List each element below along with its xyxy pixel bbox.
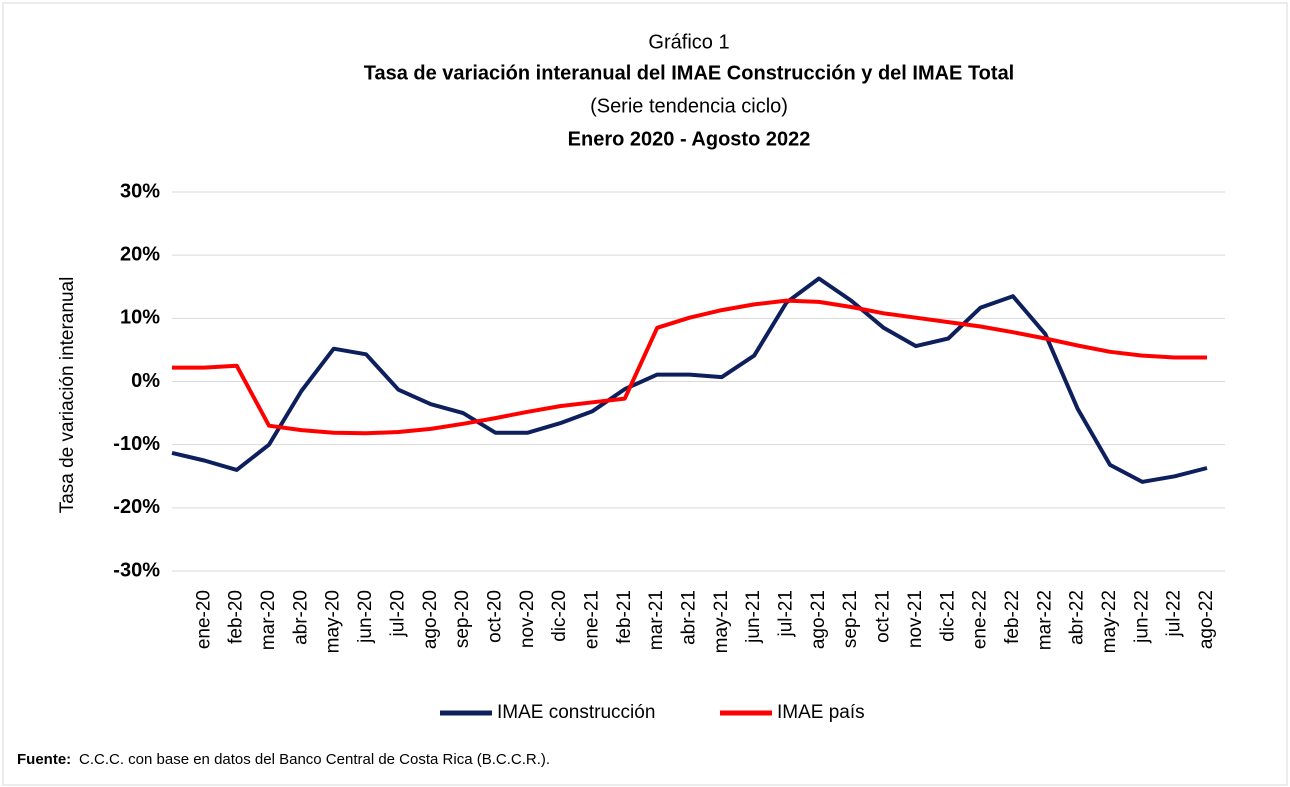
y-tick-label: 20% — [120, 243, 160, 265]
x-tick-label: oct-20 — [484, 590, 505, 643]
chart-period: Enero 2020 - Agosto 2022 — [568, 128, 811, 150]
x-tick-label: jul-20 — [387, 590, 408, 637]
x-tick-label: ene-20 — [193, 590, 214, 649]
legend-label: IMAE construcción — [497, 702, 655, 723]
x-tick-label: sep-21 — [840, 590, 861, 648]
y-tick-label: 30% — [120, 180, 160, 202]
source-label: Fuente: — [17, 751, 71, 768]
y-tick-label: -30% — [113, 559, 160, 581]
x-tick-label: may-22 — [1099, 590, 1120, 653]
series-line — [171, 276, 1208, 484]
x-tick-label: mar-22 — [1034, 590, 1055, 650]
x-tick-label: abr-21 — [679, 590, 700, 645]
y-tick-label: 0% — [131, 370, 160, 392]
x-tick-label: may-20 — [323, 590, 344, 653]
y-tick-label: 10% — [120, 307, 160, 329]
x-tick-label: dic-20 — [549, 590, 570, 642]
x-tick-label: ene-21 — [581, 590, 602, 649]
x-tick-label: ene-22 — [970, 590, 991, 649]
y-axis-label: Tasa de variación interanual — [57, 277, 78, 514]
chart-subtitle: Tasa de variación interanual del IMAE Co… — [364, 62, 1015, 84]
x-tick-label: mar-21 — [646, 590, 667, 650]
x-tick-label: dic-21 — [937, 590, 958, 642]
legend-label: IMAE país — [777, 702, 865, 723]
x-tick-label: ago-20 — [420, 590, 441, 649]
y-tick-label: -10% — [113, 433, 160, 455]
y-tick-label: -20% — [113, 496, 160, 518]
chart-title: Gráfico 1 — [648, 31, 729, 53]
x-tick-label: jun-22 — [1131, 590, 1152, 644]
x-tick-label: jul-22 — [1164, 590, 1185, 637]
x-tick-label: nov-20 — [517, 590, 538, 648]
x-tick-label: may-21 — [711, 590, 732, 653]
x-tick-label: ago-21 — [808, 590, 829, 649]
x-tick-label: feb-21 — [614, 590, 635, 644]
source: C.C.C. con base en datos del Banco Centr… — [79, 751, 550, 768]
x-tick-label: jul-21 — [776, 590, 797, 637]
x-tick-label: abr-22 — [1067, 590, 1088, 645]
chart-subtitle: (Serie tendencia ciclo) — [590, 95, 788, 117]
x-tick-label: feb-22 — [1002, 590, 1023, 644]
x-tick-label: oct-21 — [873, 590, 894, 643]
x-tick-label: mar-20 — [258, 590, 279, 650]
x-tick-label: nov-21 — [905, 590, 926, 648]
x-tick-label: jun-21 — [743, 590, 764, 644]
x-tick-label: abr-20 — [290, 590, 311, 645]
x-tick-label: ago-22 — [1196, 590, 1217, 649]
x-tick-label: jun-20 — [355, 590, 376, 644]
series-line — [172, 298, 1207, 436]
x-tick-label: sep-20 — [452, 590, 473, 648]
x-tick-label: feb-20 — [226, 590, 247, 644]
